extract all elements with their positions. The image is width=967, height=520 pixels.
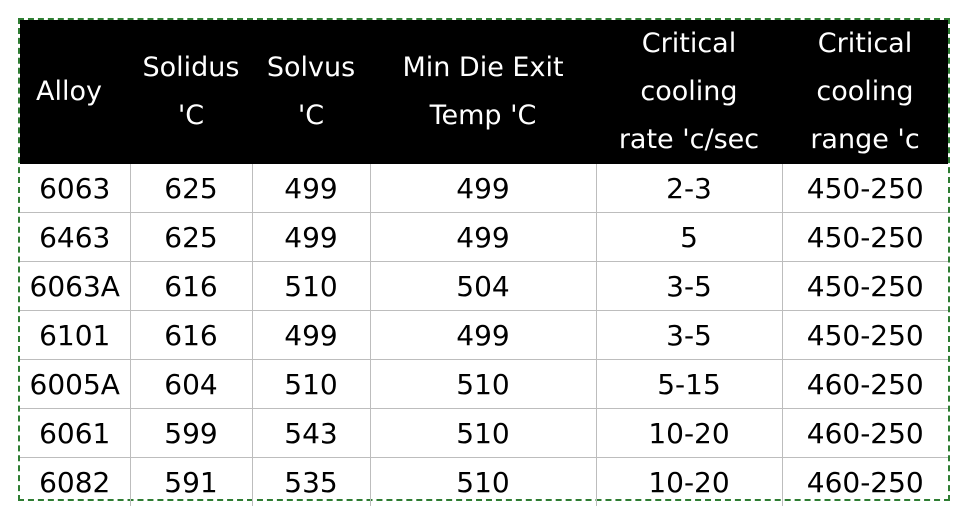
cell-min-die-exit-temp: 499 — [370, 212, 597, 262]
cell-critical-cooling-rate: 10-20 — [596, 457, 783, 506]
cell-alloy: 6063 — [20, 164, 131, 213]
cell-critical-cooling-range: 460-250 — [782, 408, 948, 458]
cell-critical-cooling-rate: 5-15 — [596, 359, 783, 409]
cell-alloy: 6101 — [20, 310, 131, 360]
table-row: 6005A 604 510 510 5-15 460-250 — [20, 359, 948, 409]
cell-critical-cooling-rate: 2-3 — [596, 164, 783, 213]
table-row: 6063A 616 510 504 3-5 450-250 — [20, 261, 948, 311]
cell-solvus: 499 — [252, 310, 371, 360]
header-critical-cooling-range: Critical cooling range 'c — [782, 20, 948, 164]
cell-solvus: 543 — [252, 408, 371, 458]
table-frame: Alloy Solidus 'C Solvus 'C Min Die Exit … — [18, 18, 950, 506]
cell-solidus: 604 — [130, 359, 253, 409]
cell-critical-cooling-range: 450-250 — [782, 261, 948, 311]
cell-alloy: 6063A — [20, 261, 131, 311]
cell-critical-cooling-range: 450-250 — [782, 212, 948, 262]
header-critical-cooling-rate: Critical cooling rate 'c/sec — [596, 20, 782, 164]
cell-critical-cooling-rate: 10-20 — [596, 408, 783, 458]
cell-critical-cooling-range: 460-250 — [782, 359, 948, 409]
table-row: 6101 616 499 499 3-5 450-250 — [20, 310, 948, 360]
cell-solvus: 499 — [252, 212, 371, 262]
cell-alloy: 6005A — [20, 359, 131, 409]
cell-solvus: 535 — [252, 457, 371, 506]
cell-critical-cooling-rate: 3-5 — [596, 261, 783, 311]
cell-alloy: 6082 — [20, 457, 131, 506]
cell-solidus: 599 — [130, 408, 253, 458]
cell-solvus: 499 — [252, 164, 371, 213]
cell-min-die-exit-temp: 499 — [370, 310, 597, 360]
table-row: 6082 591 535 510 10-20 460-250 — [20, 457, 948, 506]
header-solidus: Solidus 'C — [130, 20, 252, 164]
cell-solidus: 591 — [130, 457, 253, 506]
header-solvus: Solvus 'C — [252, 20, 370, 164]
cell-solvus: 510 — [252, 359, 371, 409]
cell-critical-cooling-range: 450-250 — [782, 310, 948, 360]
cell-min-die-exit-temp: 510 — [370, 457, 597, 506]
cell-critical-cooling-range: 460-250 — [782, 457, 948, 506]
alloy-properties-table: Alloy Solidus 'C Solvus 'C Min Die Exit … — [20, 20, 948, 506]
cell-critical-cooling-range: 450-250 — [806, 171, 924, 205]
cell-alloy: 6463 — [20, 212, 131, 262]
table-row: 6063 625 499 499 2-3 450-250 — [20, 164, 948, 213]
table-row: 6463 625 499 499 5 450-250 — [20, 212, 948, 262]
cell-min-die-exit-temp: 499 — [370, 164, 597, 213]
header-row: Alloy Solidus 'C Solvus 'C Min Die Exit … — [20, 20, 948, 164]
cell-solidus: 616 — [130, 261, 253, 311]
cell-solvus: 510 — [252, 261, 371, 311]
cell-alloy: 6061 — [20, 408, 131, 458]
cell-solidus: 625 — [130, 212, 253, 262]
cell-solidus: 625 — [130, 164, 253, 213]
cell-critical-cooling-rate: 3-5 — [596, 310, 783, 360]
cell-min-die-exit-temp: 510 — [370, 359, 597, 409]
table-row: 6061 599 543 510 10-20 460-250 — [20, 408, 948, 458]
cell-min-die-exit-temp: 510 — [370, 408, 597, 458]
cell-critical-cooling-rate: 5 — [596, 212, 783, 262]
header-min-die-exit-temp: Min Die Exit Temp 'C — [370, 20, 596, 164]
header-alloy: Alloy — [20, 20, 130, 164]
cell-min-die-exit-temp: 504 — [370, 261, 597, 311]
cell-solidus: 616 — [130, 310, 253, 360]
